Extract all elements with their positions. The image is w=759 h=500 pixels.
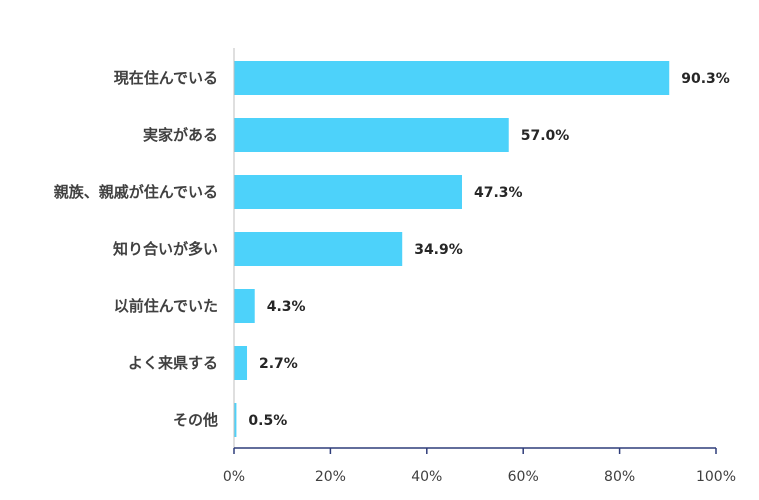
x-tick-label-2: 40% [411,469,442,485]
value-label-5: 2.7% [259,356,298,372]
x-tick-label-1: 20% [315,469,346,485]
x-tick-label-0: 0% [223,469,245,485]
x-tick-label-3: 60% [508,469,539,485]
bars-group [234,61,670,437]
category-label-3: 知り合いが多い [113,240,218,258]
value-label-6: 0.5% [248,413,287,429]
tick-labels: 0% 20% 40% 60% 80% 100% [223,469,736,485]
category-label-6: その他 [173,411,218,429]
bar-6 [234,403,237,437]
category-label-0: 現在住んでいる [114,69,218,87]
bar-5 [234,346,248,380]
x-tick-label-4: 80% [604,469,635,485]
bar-2 [234,175,462,209]
category-labels: 現在住んでいる実家がある親族、親戚が住んでいる知り合いが多い以前住んでいたよく来… [54,69,218,429]
value-label-1: 57.0% [521,128,570,144]
value-label-4: 4.3% [267,299,306,315]
category-label-4: 以前住んでいた [114,297,218,315]
bar-4 [234,289,255,323]
x-tick-label-5: 100% [696,469,736,485]
bar-1 [234,118,509,152]
value-labels: 90.3% 57.0% 47.3% 34.9% 4.3% 2.7% 0.5% [248,71,729,429]
value-label-3: 34.9% [414,242,463,258]
category-label-1: 実家がある [143,126,218,144]
value-label-0: 90.3% [681,71,730,87]
bar-0 [234,61,670,95]
axes-group [233,48,717,454]
bar-3 [234,232,403,266]
category-label-5: よく来県する [128,354,218,372]
value-label-2: 47.3% [474,185,523,201]
category-label-2: 親族、親戚が住んでいる [54,183,218,201]
